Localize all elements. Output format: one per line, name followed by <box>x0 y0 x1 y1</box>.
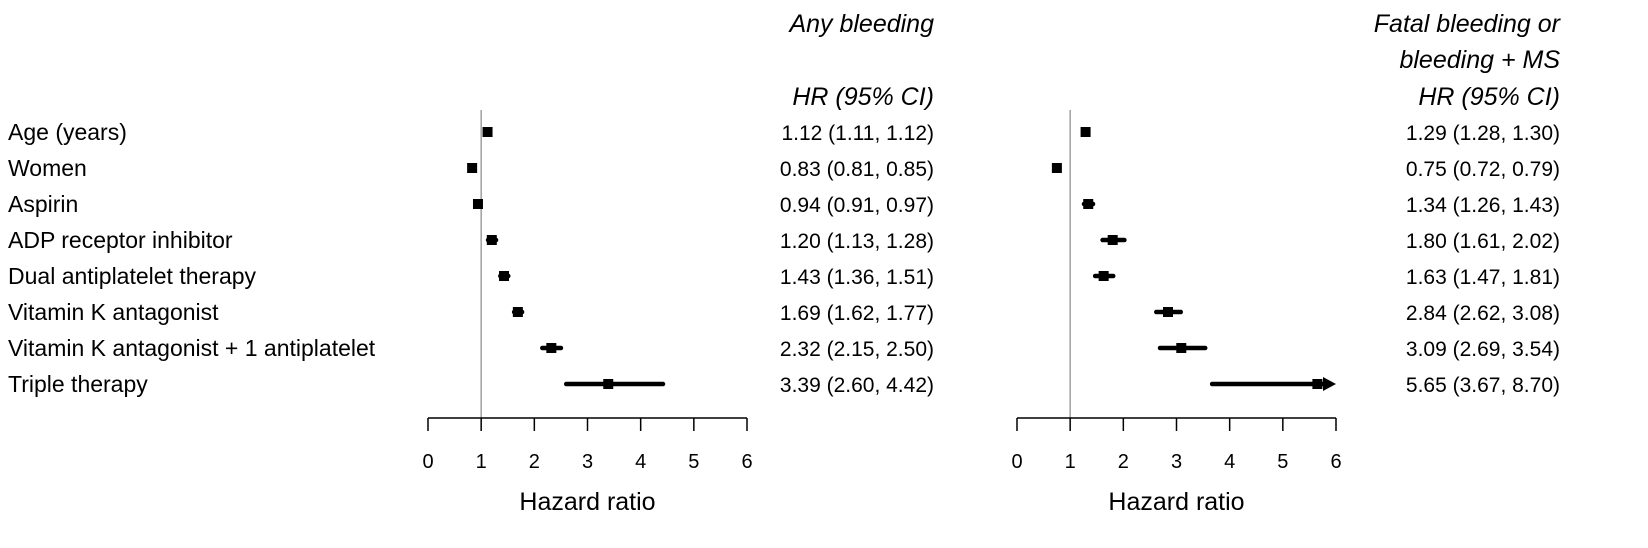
x-tick-label: 2 <box>1118 451 1129 473</box>
row-label: Aspirin <box>8 191 78 217</box>
hr-point <box>467 163 478 173</box>
hr-ci-text: 1.12 (1.11, 1.12) <box>781 122 934 145</box>
hr-ci-text: 3.39 (2.60, 4.42) <box>780 374 934 397</box>
hr-point <box>546 343 557 353</box>
hr-ci-text: 1.29 (1.28, 1.30) <box>1406 122 1560 145</box>
hr-point <box>1098 271 1109 281</box>
hr-point <box>1176 343 1187 353</box>
hr-ci-text: 1.63 (1.47, 1.81) <box>1406 266 1560 289</box>
panel-title-line: Fatal bleeding or <box>1374 10 1562 38</box>
hr-ci-text: 0.75 (0.72, 0.79) <box>1406 158 1560 181</box>
x-tick-label: 3 <box>1171 451 1182 473</box>
hr-ci-text: 3.09 (2.69, 3.54) <box>1406 338 1560 361</box>
panel-title-line: bleeding + MS <box>1399 46 1560 74</box>
hr-point <box>1107 235 1118 245</box>
x-axis-title: Hazard ratio <box>1108 488 1244 516</box>
hr-point <box>472 199 483 209</box>
ci-overflow-arrow <box>1323 377 1336 391</box>
x-tick-label: 1 <box>476 451 487 473</box>
hr-ci-text: 2.84 (2.62, 3.08) <box>1406 302 1560 325</box>
panel-fatal-bleeding: Fatal bleeding or bleeding + MS HR (95% CI… <box>1011 10 1561 516</box>
row-label: Vitamin K antagonist + 1 antiplatelet <box>8 335 376 361</box>
hr-point <box>512 307 523 317</box>
hr-point <box>486 235 497 245</box>
x-tick-label: 2 <box>529 451 540 473</box>
hr-ci-text: 0.94 (0.91, 0.97) <box>780 194 934 217</box>
hr-ci-text: 2.32 (2.15, 2.50) <box>780 338 934 361</box>
row-label: Vitamin K antagonist <box>8 299 219 325</box>
x-tick-label: 5 <box>688 451 699 473</box>
x-tick-label: 6 <box>1330 451 1341 473</box>
panel-any-bleeding: Any bleeding HR (95% CI) 1.12 (1.11, 1.12)… <box>422 10 934 516</box>
hr-ci-text: 1.43 (1.36, 1.51) <box>780 266 934 289</box>
hr-ci-text: 0.83 (0.81, 0.85) <box>780 158 934 181</box>
x-tick-label: 3 <box>582 451 593 473</box>
row-label: ADP receptor inhibitor <box>8 227 233 253</box>
hr-ci-text: 1.34 (1.26, 1.43) <box>1406 194 1560 217</box>
row-label: Dual antiplatelet therapy <box>8 263 257 289</box>
hr-point <box>499 271 510 281</box>
hr-point <box>1162 307 1173 317</box>
x-tick-label: 0 <box>422 451 433 473</box>
hr-point <box>1312 379 1323 389</box>
row-labels: Age (years) Women Aspirin ADP receptor inhi… <box>8 119 376 397</box>
hr-ci-text: 1.80 (1.61, 2.02) <box>1406 230 1560 253</box>
hr-point <box>1080 127 1091 137</box>
x-tick-label: 4 <box>635 451 646 473</box>
x-tick-label: 5 <box>1277 451 1288 473</box>
x-tick-label: 4 <box>1224 451 1235 473</box>
hr-ci-text: 5.65 (3.67, 8.70) <box>1406 374 1560 397</box>
hr-point <box>482 127 493 137</box>
x-tick-label: 1 <box>1065 451 1076 473</box>
column-header-hr-ci: HR (95% CI) <box>1418 83 1560 111</box>
x-tick-label: 6 <box>741 451 752 473</box>
row-label: Age (years) <box>8 119 127 145</box>
x-axis-title: Hazard ratio <box>519 488 655 516</box>
row-label: Women <box>8 155 87 181</box>
column-header-hr-ci: HR (95% CI) <box>792 83 934 111</box>
x-tick-label: 0 <box>1011 451 1022 473</box>
hr-point <box>1083 199 1094 209</box>
hr-point <box>1051 163 1062 173</box>
row-label: Triple therapy <box>8 371 148 397</box>
hr-ci-text: 1.69 (1.62, 1.77) <box>780 302 934 325</box>
hr-ci-text: 1.20 (1.13, 1.28) <box>780 230 934 253</box>
hr-point <box>603 379 614 389</box>
panel-title-line: Any bleeding <box>787 10 934 38</box>
